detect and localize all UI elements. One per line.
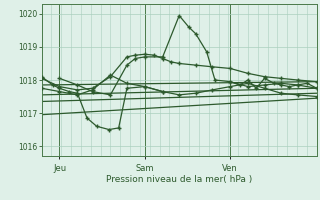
X-axis label: Pression niveau de la mer( hPa ): Pression niveau de la mer( hPa ) [106,175,252,184]
